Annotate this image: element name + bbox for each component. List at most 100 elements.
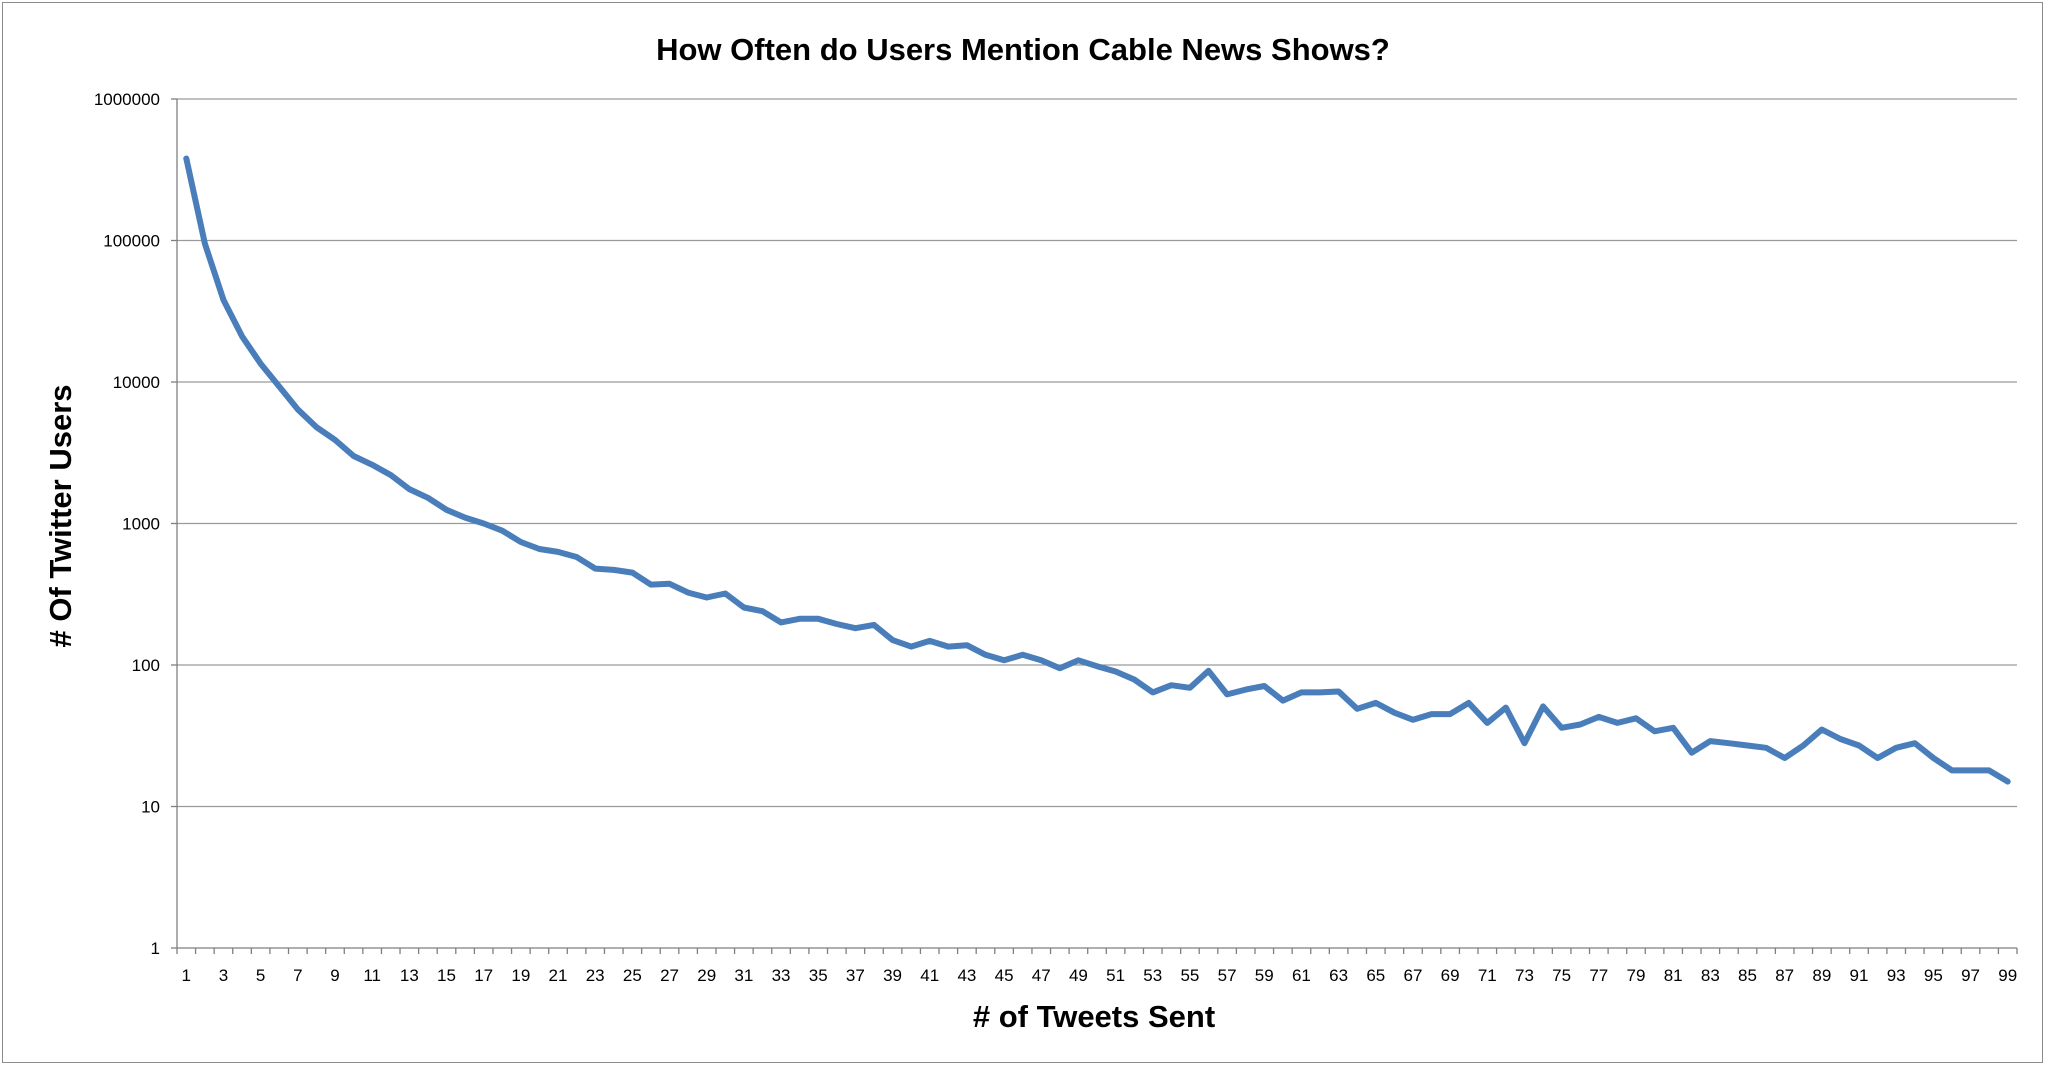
data-point (1243, 687, 1249, 693)
x-tick-label: 83 (1701, 966, 1720, 985)
data-point (797, 616, 803, 622)
data-point (1614, 720, 1620, 726)
data-point (1745, 742, 1751, 748)
data-point (685, 590, 691, 596)
x-tick-label: 79 (1627, 966, 1646, 985)
data-point (1466, 700, 1472, 706)
data-point (1986, 767, 1992, 773)
data-point (332, 437, 338, 443)
data-point (481, 521, 487, 527)
data-point (1912, 740, 1918, 746)
y-tick-label: 10000 (113, 373, 160, 392)
x-tick-label: 41 (920, 966, 939, 985)
x-tick-label: 93 (1887, 966, 1906, 985)
data-point (648, 582, 654, 588)
data-point (1131, 676, 1137, 682)
data-point (1354, 706, 1360, 712)
series-line (183, 155, 2011, 785)
data-point (1150, 689, 1156, 695)
data-point (982, 652, 988, 658)
x-tick-label: 3 (219, 966, 228, 985)
data-point (555, 549, 561, 555)
data-point (1540, 703, 1546, 709)
x-tick-label: 63 (1329, 966, 1348, 985)
x-tick-label: 51 (1106, 966, 1125, 985)
data-point (1206, 668, 1212, 674)
data-point (629, 570, 635, 576)
data-point (1633, 715, 1639, 721)
data-point (1429, 711, 1435, 717)
data-point (536, 546, 542, 552)
x-tick-label: 97 (1961, 966, 1980, 985)
data-point (1336, 688, 1342, 694)
y-tick-label: 10 (141, 798, 160, 817)
data-point (1559, 725, 1565, 731)
data-point (1094, 663, 1100, 669)
x-tick-label: 9 (330, 966, 339, 985)
x-tick-label: 67 (1403, 966, 1422, 985)
data-point (890, 637, 896, 643)
data-point (258, 361, 264, 367)
data-point (1447, 711, 1453, 717)
data-point (388, 472, 394, 478)
data-point (1057, 665, 1063, 671)
data-point (1298, 689, 1304, 695)
chart-title: How Often do Users Mention Cable News Sh… (656, 32, 1390, 67)
data-point (1410, 717, 1416, 723)
data-point (1280, 698, 1286, 704)
data-point (1800, 742, 1806, 748)
data-point (741, 604, 747, 610)
y-tick-label: 1 (151, 939, 160, 958)
data-point (1689, 750, 1695, 756)
x-tick-label: 69 (1441, 966, 1460, 985)
data-point (852, 625, 858, 631)
x-tick-label: 39 (883, 966, 902, 985)
x-tick-label: 71 (1478, 966, 1497, 985)
data-point (964, 642, 970, 648)
data-point (1373, 700, 1379, 706)
x-tick-label: 1 (182, 966, 191, 985)
y-tick-label: 100000 (103, 232, 160, 251)
x-tick-label: 29 (697, 966, 716, 985)
data-point (2005, 779, 2011, 785)
data-point (462, 515, 468, 521)
data-point (722, 591, 728, 597)
data-point (313, 424, 319, 430)
x-tick-label: 45 (995, 966, 1014, 985)
data-point (1670, 725, 1676, 731)
data-point (443, 507, 449, 513)
x-tick-label: 77 (1589, 966, 1608, 985)
data-point (425, 495, 431, 501)
data-point (611, 567, 617, 573)
series-layer (183, 155, 2011, 785)
data-point (1317, 689, 1323, 695)
x-tick-label: 27 (660, 966, 679, 985)
data-point (276, 383, 282, 389)
data-point (1001, 657, 1007, 663)
data-point (1596, 714, 1602, 720)
data-point (406, 486, 412, 492)
data-point (871, 622, 877, 628)
y-tick-label: 1000 (122, 515, 160, 534)
data-point (1893, 745, 1899, 751)
data-point (1875, 755, 1881, 761)
data-point (220, 297, 226, 303)
x-tick-label: 91 (1850, 966, 1869, 985)
data-point (1075, 657, 1081, 663)
x-tick-label: 57 (1218, 966, 1237, 985)
x-tick-label: 23 (586, 966, 605, 985)
data-point (1484, 720, 1490, 726)
data-point (667, 581, 673, 587)
data-point (351, 453, 357, 459)
x-tick-label: 25 (623, 966, 642, 985)
data-point (574, 554, 580, 560)
x-tick-label: 15 (437, 966, 456, 985)
x-tick-label: 81 (1664, 966, 1683, 985)
data-point (1187, 685, 1193, 691)
x-tick-label: 59 (1255, 966, 1274, 985)
data-point (1168, 682, 1174, 688)
data-point (499, 528, 505, 534)
data-point (518, 539, 524, 545)
data-point (834, 621, 840, 627)
